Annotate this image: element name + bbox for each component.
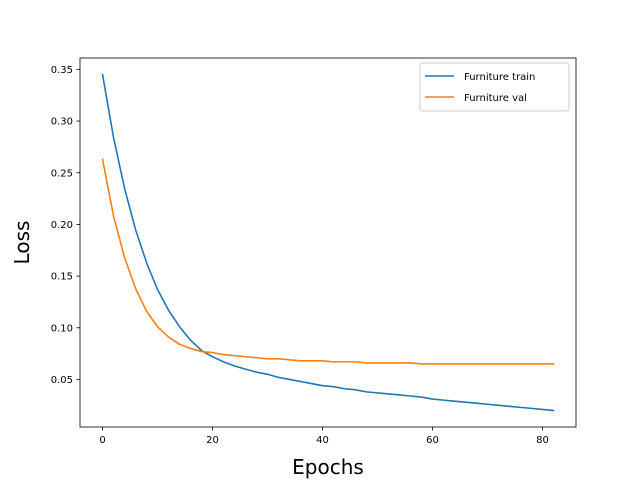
x-axis-label: Epochs — [292, 455, 364, 479]
plot-frame — [79, 57, 577, 428]
y-tick-label: 0.05 — [51, 375, 73, 386]
legend-label: Furniture val — [464, 93, 527, 104]
x-tick-label: 80 — [536, 435, 549, 446]
series-line-0 — [101, 73, 555, 412]
legend: Furniture train Furniture val — [419, 62, 570, 112]
y-tick-label: 0.30 — [51, 117, 73, 128]
y-axis-label: Loss — [10, 221, 34, 265]
y-tick-label: 0.10 — [51, 323, 73, 334]
x-tick-label: 60 — [426, 435, 439, 446]
y-tick-label: 0.20 — [51, 220, 73, 231]
y-tick-label: 0.15 — [51, 272, 73, 283]
y-tick-label: 0.35 — [51, 65, 73, 76]
plot-lines — [101, 73, 555, 412]
y-axis-ticks: 0.05 0.10 0.15 0.20 0.25 0.30 0.35 — [51, 65, 80, 386]
x-tick-label: 40 — [316, 435, 329, 446]
legend-box — [419, 62, 570, 112]
x-tick-label: 0 — [99, 435, 105, 446]
x-tick-label: 20 — [206, 435, 219, 446]
x-axis-ticks: 0 20 40 60 80 — [99, 427, 549, 446]
legend-label: Furniture train — [464, 72, 535, 83]
y-tick-label: 0.25 — [51, 168, 73, 179]
series-line-1 — [101, 158, 555, 365]
